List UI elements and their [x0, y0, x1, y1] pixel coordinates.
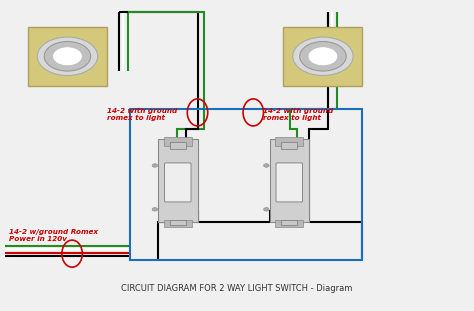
FancyBboxPatch shape	[276, 163, 302, 202]
FancyBboxPatch shape	[164, 163, 191, 202]
Circle shape	[152, 207, 158, 211]
Text: 14-2 w/ground Romex
Power in 120v: 14-2 w/ground Romex Power in 120v	[9, 229, 99, 242]
Bar	[130, 109, 363, 260]
Text: 14-2 with ground
romex to light: 14-2 with ground romex to light	[107, 108, 177, 121]
Bar	[270, 139, 309, 222]
Bar	[282, 142, 297, 149]
Text: CIRCUIT DIAGRAM FOR 2 WAY LIGHT SWITCH - Diagram: CIRCUIT DIAGRAM FOR 2 WAY LIGHT SWITCH -…	[121, 284, 353, 293]
Bar	[283, 27, 363, 86]
Bar	[164, 220, 191, 227]
Bar	[158, 139, 198, 222]
Circle shape	[300, 42, 346, 71]
Circle shape	[152, 164, 158, 167]
Circle shape	[37, 37, 98, 76]
Circle shape	[264, 164, 269, 167]
Circle shape	[53, 47, 82, 66]
Circle shape	[308, 47, 338, 66]
Text: 14-2 with ground
romex to light: 14-2 with ground romex to light	[263, 108, 333, 121]
Bar	[164, 137, 191, 146]
Bar	[28, 27, 107, 86]
Bar	[282, 220, 297, 225]
Bar	[170, 220, 186, 225]
Circle shape	[264, 207, 269, 211]
Circle shape	[44, 42, 91, 71]
Bar	[170, 142, 186, 149]
Bar	[275, 137, 303, 146]
Bar	[275, 220, 303, 227]
Circle shape	[293, 37, 353, 76]
